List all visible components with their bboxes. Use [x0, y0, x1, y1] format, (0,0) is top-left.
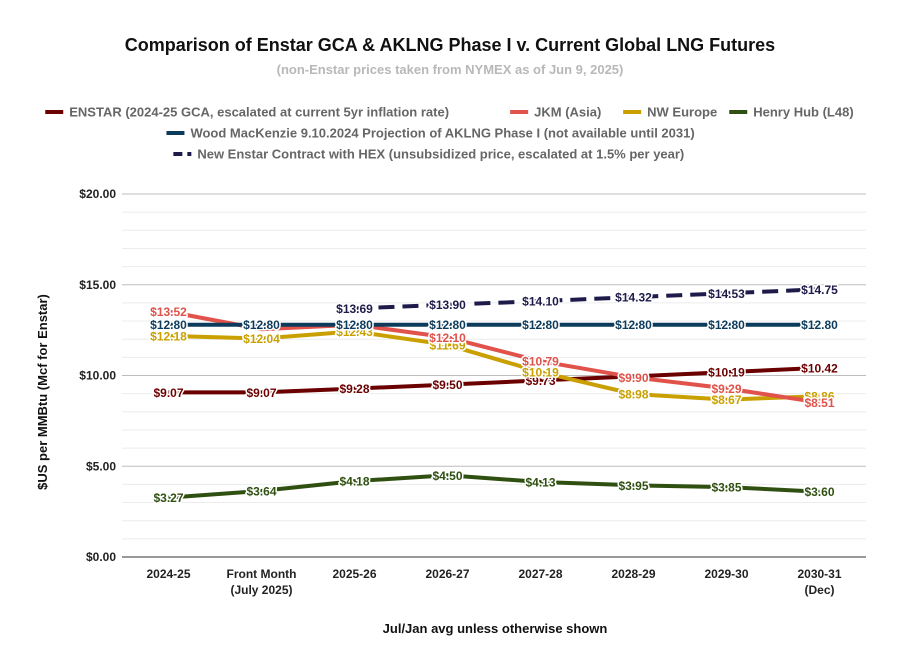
data-label: $12.80 [243, 318, 280, 332]
data-label: $12.18 [150, 329, 187, 343]
data-label: $9.07 [153, 386, 183, 400]
data-label: $4.50 [432, 469, 462, 483]
y-tick-label: $10.00 [79, 369, 116, 383]
data-label: $13.69 [336, 302, 373, 316]
data-label: $12.80 [150, 318, 187, 332]
data-label: $12.80 [522, 318, 559, 332]
data-label: $12.80 [615, 318, 652, 332]
data-label: $3.60 [804, 485, 834, 499]
data-label: $3.27 [153, 491, 183, 505]
data-label: $12.80 [429, 318, 466, 332]
x-tick-label: (July 2025) [230, 583, 292, 597]
data-label: $10.19 [708, 366, 745, 380]
x-tick-label: 2027-28 [518, 567, 562, 581]
y-axis-title: $US per MMBtu (Mcf for Enstar) [35, 294, 50, 490]
y-tick-label: $15.00 [79, 278, 116, 292]
x-tick-label: 2030-31 [797, 567, 841, 581]
series-line [168, 473, 820, 500]
y-tick-label: $0.00 [86, 550, 116, 564]
data-label: $9.28 [339, 382, 369, 396]
data-label: $9.50 [432, 378, 462, 392]
data-label: $13.52 [150, 305, 187, 319]
data-label: $3.64 [246, 484, 276, 498]
x-tick-label: Front Month [227, 567, 297, 581]
legend-label: NW Europe [647, 105, 717, 120]
data-label: $12.80 [708, 318, 745, 332]
x-tick-label: (Dec) [804, 583, 834, 597]
data-label: $11.69 [429, 338, 465, 352]
data-label: $12.80 [801, 318, 838, 332]
data-label: $10.79 [522, 355, 559, 369]
data-label: $10.42 [801, 361, 838, 375]
data-label: $4.18 [339, 475, 369, 489]
legend-label: New Enstar Contract with HEX (unsubsidiz… [197, 147, 684, 162]
data-label: $9.90 [618, 371, 648, 385]
data-label: $9.29 [711, 382, 741, 396]
chart-title: Comparison of Enstar GCA & AKLNG Phase I… [124, 35, 776, 55]
x-tick-label: 2028-29 [611, 567, 655, 581]
data-label: $8.98 [618, 388, 648, 402]
x-tick-label: 2024-25 [146, 567, 190, 581]
data-label: $14.10 [522, 295, 559, 309]
x-axis-title: Jul/Jan avg unless otherwise shown [383, 621, 608, 636]
data-label: $8.51 [804, 396, 834, 410]
data-label: $14.53 [708, 287, 745, 301]
series-line [168, 309, 820, 405]
x-tick-label: 2026-27 [425, 567, 469, 581]
series-line [168, 365, 820, 395]
legend-label: JKM (Asia) [534, 105, 601, 120]
data-label: $13.90 [429, 298, 466, 312]
data-label: $12.80 [336, 318, 373, 332]
series-line [168, 329, 820, 402]
x-tick-label: 2029-30 [704, 567, 748, 581]
x-tick-label: 2025-26 [332, 567, 376, 581]
legend-label: Wood MacKenzie 9.10.2024 Projection of A… [190, 126, 694, 141]
legend-label: Henry Hub (L48) [753, 105, 853, 120]
chart-subtitle: (non-Enstar prices taken from NYMEX as o… [276, 62, 624, 77]
data-label: $14.32 [615, 291, 652, 305]
data-label: $10.19 [522, 366, 559, 380]
data-label: $14.75 [801, 283, 838, 297]
y-tick-label: $20.00 [79, 187, 116, 201]
data-label: $12.43 [336, 325, 373, 339]
data-label: $9.73 [525, 374, 555, 388]
y-tick-label: $5.00 [86, 459, 116, 473]
data-label: $3.95 [618, 479, 648, 493]
data-label: $12.04 [243, 332, 280, 346]
data-label: $8.86 [804, 390, 834, 404]
legend-label: ENSTAR (2024-25 GCA, escalated at curren… [69, 105, 449, 120]
series-line [354, 287, 820, 311]
data-label: $3.85 [711, 481, 741, 495]
data-label: $12.10 [429, 331, 466, 345]
data-label: $8.67 [711, 393, 741, 407]
data-label: $9.07 [246, 386, 276, 400]
data-label: $4.13 [525, 476, 555, 490]
